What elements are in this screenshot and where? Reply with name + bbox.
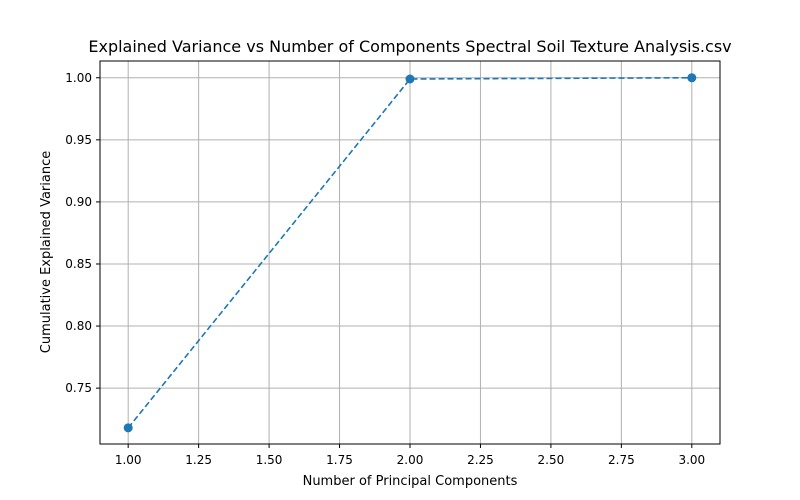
x-axis-label: Number of Principal Components bbox=[303, 474, 518, 489]
data-point bbox=[687, 73, 697, 83]
x-tick-label: 1.75 bbox=[326, 453, 353, 467]
x-tick-label: 3.00 bbox=[678, 453, 705, 467]
x-tick-label: 1.00 bbox=[115, 453, 142, 467]
y-tick-label: 0.90 bbox=[65, 195, 92, 209]
x-tick-label: 1.25 bbox=[185, 453, 212, 467]
x-tick-label: 2.25 bbox=[467, 453, 494, 467]
y-tick-label: 0.80 bbox=[65, 319, 92, 333]
data-point bbox=[405, 74, 415, 84]
plot-area bbox=[99, 60, 721, 445]
y-tick-label: 1.00 bbox=[65, 71, 92, 85]
series-line bbox=[127, 76, 692, 429]
data-point bbox=[123, 423, 133, 433]
y-tick-label: 0.75 bbox=[65, 381, 92, 395]
x-tick-label: 2.50 bbox=[538, 453, 565, 467]
chart-title: Explained Variance vs Number of Componen… bbox=[88, 37, 731, 56]
x-tick-label: 2.75 bbox=[608, 453, 635, 467]
y-axis-label: Cumulative Explained Variance bbox=[39, 151, 54, 353]
grid bbox=[100, 61, 720, 444]
x-tick-label: 2.00 bbox=[397, 453, 424, 467]
ticks: 1.00 1.25 1.50 1.75 2.00 2.25 2.50 2.75 3.00 0.75… bbox=[65, 71, 705, 467]
y-tick-label: 0.85 bbox=[65, 257, 92, 271]
x-tick-label: 1.50 bbox=[256, 453, 283, 467]
y-tick-label: 0.95 bbox=[65, 133, 92, 147]
series bbox=[123, 73, 697, 433]
